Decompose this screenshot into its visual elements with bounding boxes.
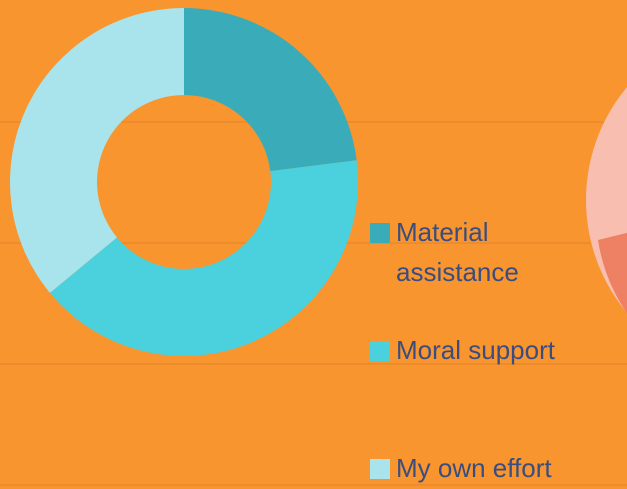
donut-segment <box>9 8 184 293</box>
legend-swatch <box>370 459 390 479</box>
legend-swatch <box>370 223 390 243</box>
donut-segment <box>184 8 357 172</box>
cropped-pie <box>586 87 627 314</box>
pie-slice <box>598 232 627 314</box>
legend-label: Moral support <box>396 335 555 365</box>
donut-segment <box>49 160 359 357</box>
legend-item: My own effort <box>370 448 596 488</box>
legend-label: My own effort <box>396 453 552 483</box>
legend-swatch <box>370 341 390 361</box>
legend-label: Material assistance <box>396 217 519 287</box>
legend-item: Moral support <box>370 330 596 370</box>
pie-slice <box>586 87 627 313</box>
legend-item: Material assistance <box>370 212 596 292</box>
donut <box>9 8 359 357</box>
